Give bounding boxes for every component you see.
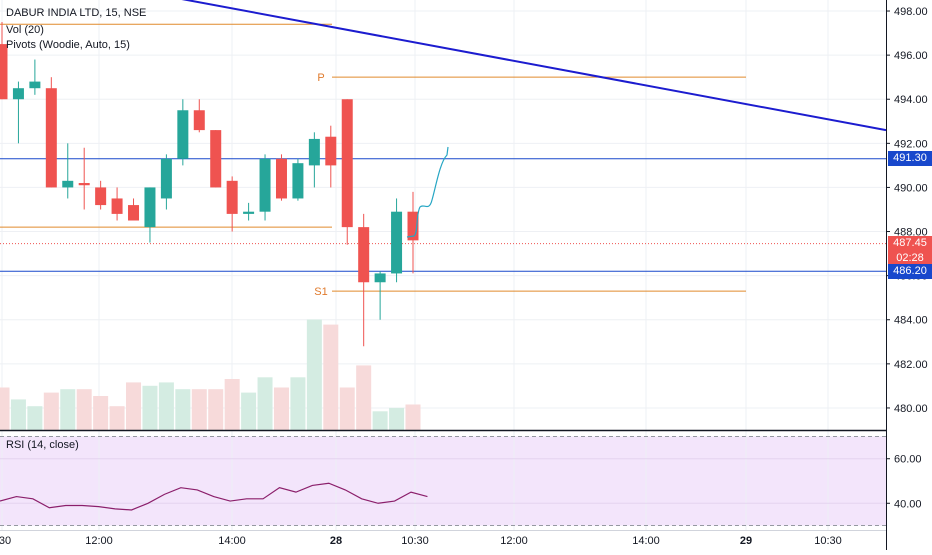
volume-bar	[175, 389, 191, 430]
candle-up[interactable]	[29, 81, 41, 89]
level-badge-491: 491.30	[888, 151, 932, 167]
pivot-label-s1: S1	[314, 286, 327, 298]
x-tick-label: 28	[330, 535, 342, 547]
x-tick-label: 12:00	[500, 535, 528, 547]
current-price-badge: 487.45	[888, 236, 932, 252]
volume-bar	[372, 411, 388, 430]
candle-up[interactable]	[374, 273, 386, 283]
volume-bar	[323, 324, 339, 430]
candle-up[interactable]	[144, 187, 156, 228]
y-tick-label: 488.00	[894, 227, 928, 239]
y-tick-label: 490.00	[894, 182, 928, 194]
y-tick-label: 480.00	[894, 403, 928, 415]
volume-bar	[27, 406, 43, 430]
volume-bar	[405, 404, 421, 430]
volume-bar	[158, 382, 174, 430]
candle-down[interactable]	[275, 158, 287, 199]
candle-down[interactable]	[78, 183, 90, 186]
rsi-legend[interactable]: RSI (14, close)	[6, 439, 79, 451]
candle-up[interactable]	[177, 110, 189, 159]
candle-down[interactable]	[407, 211, 419, 241]
y-tick-label: 498.00	[894, 6, 928, 18]
y-tick-label: 496.00	[894, 50, 928, 62]
candle-up[interactable]	[292, 163, 304, 199]
candle-up[interactable]	[62, 180, 74, 188]
volume-bar	[290, 377, 306, 430]
volume-bar	[126, 382, 142, 430]
candle-down[interactable]	[325, 136, 337, 166]
volume-bar	[142, 385, 158, 430]
candle-down[interactable]	[0, 44, 8, 100]
y-tick-label: 494.00	[894, 94, 928, 106]
volume-bar	[93, 396, 109, 430]
candle-down[interactable]	[226, 180, 238, 214]
countdown-badge: 02:28	[888, 251, 932, 267]
level-badge-486: 486.20	[888, 263, 932, 279]
volume-bar	[60, 389, 76, 430]
x-tick-label: 10:30	[401, 535, 429, 547]
symbol-title: DABUR INDIA LTD, 15, NSE	[6, 7, 147, 19]
x-tick-label: 30	[0, 535, 11, 547]
candle-down[interactable]	[210, 130, 222, 188]
x-tick-label: 14:00	[218, 535, 246, 547]
candle-down[interactable]	[128, 205, 140, 221]
volume-bar	[339, 387, 355, 430]
pivot-label-p: P	[317, 72, 324, 84]
y-tick-label: 492.00	[894, 138, 928, 150]
volume-bar	[241, 392, 257, 430]
x-tick-label: 12:00	[85, 535, 113, 547]
volume-bar	[356, 365, 372, 430]
candle-down[interactable]	[95, 187, 107, 206]
trendline[interactable]	[0, 0, 887, 132]
candle-down[interactable]	[45, 88, 57, 188]
volume-legend[interactable]: Vol (20)	[6, 24, 44, 36]
volume-bar	[273, 387, 289, 430]
volume-bar	[208, 389, 224, 430]
candle-down[interactable]	[111, 198, 123, 214]
rsi-band	[0, 436, 886, 526]
y-tick-label: 482.00	[894, 359, 928, 371]
x-tick-label: 10:30	[814, 535, 842, 547]
rsi-line	[0, 482, 428, 511]
candle-down[interactable]	[341, 99, 353, 228]
pivots-legend[interactable]: Pivots (Woodie, Auto, 15)	[6, 39, 130, 51]
candle-up[interactable]	[259, 158, 271, 212]
candle-down[interactable]	[193, 110, 205, 131]
volume-bar	[43, 392, 59, 430]
volume-bar	[0, 387, 10, 430]
drawn-path[interactable]	[406, 146, 449, 238]
volume-bar	[224, 379, 240, 430]
volume-bar	[191, 389, 207, 430]
volume-bar	[10, 399, 26, 430]
x-tick-label: 14:00	[632, 535, 660, 547]
candle-up[interactable]	[12, 88, 24, 100]
candle-up[interactable]	[243, 211, 255, 214]
volume-bar	[257, 377, 273, 430]
rsi-tick-label: 60.00	[894, 454, 922, 466]
candle-up[interactable]	[308, 138, 320, 166]
candle-up[interactable]	[160, 158, 172, 199]
volume-bar	[109, 406, 125, 430]
candle-down[interactable]	[358, 227, 370, 283]
x-tick-label: 29	[740, 535, 752, 547]
candle-up[interactable]	[391, 211, 403, 274]
volume-bar	[76, 389, 92, 430]
y-tick-label: 484.00	[894, 315, 928, 327]
volume-bar	[389, 407, 405, 430]
volume-bar	[306, 319, 322, 430]
rsi-tick-label: 40.00	[894, 498, 922, 510]
